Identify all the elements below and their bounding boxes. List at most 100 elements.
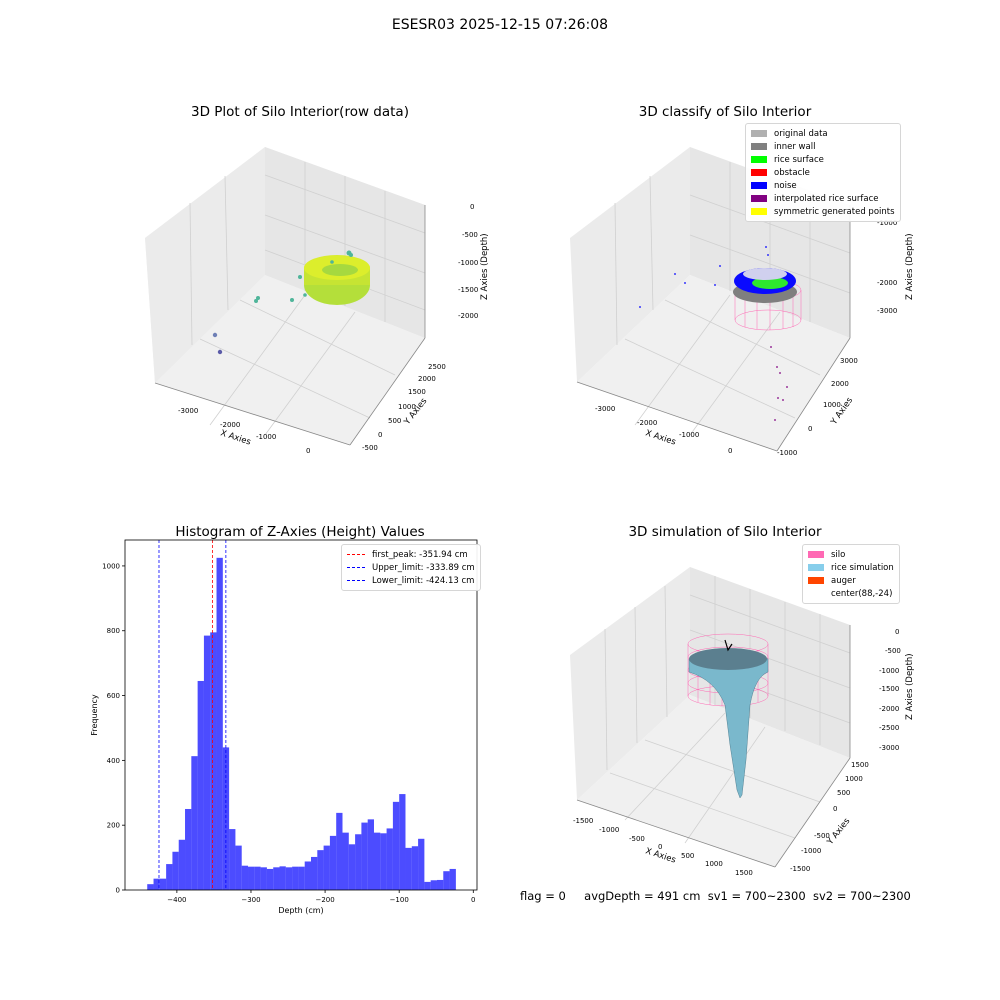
histogram-bar (355, 834, 362, 890)
raw-floor (155, 275, 425, 445)
histogram-bar (367, 819, 374, 890)
legend-line (347, 554, 365, 555)
simulation-x-tick-label: -500 (629, 835, 645, 843)
histogram-bar (254, 866, 261, 890)
histogram-bar (449, 868, 456, 890)
histogram-bar (273, 867, 280, 890)
legend-swatch (751, 182, 767, 189)
classify-z-tick-label: -1000 (877, 219, 897, 227)
histogram-bar (166, 864, 173, 890)
simulation-x-tick-label: 1000 (705, 860, 723, 868)
histogram-bar (411, 846, 419, 890)
legend-swatch (751, 156, 767, 163)
histogram-bar (292, 866, 299, 890)
histogram-bar (361, 822, 368, 890)
classify-y-tick-label: 2000 (831, 380, 849, 388)
raw-y-axis-label: Y Axies (402, 396, 430, 428)
histogram-bar (159, 878, 167, 890)
classify-z-tick-label: -2000 (877, 279, 897, 287)
simulation-y-tick-label: -1500 (790, 865, 810, 873)
legend-label: inner wall (774, 141, 816, 152)
histogram-bar (386, 828, 393, 890)
raw-y-tick-label: 0 (378, 431, 382, 439)
histogram-bar (336, 812, 343, 890)
legend-swatch (751, 130, 767, 137)
legend-item: first_peak: -351.94 cm (347, 548, 475, 561)
simulation-wall-left (570, 567, 690, 800)
raw-x-tick-label: -3000 (178, 407, 198, 415)
legend-label: center(88,-24) (831, 588, 893, 599)
raw-x-tick-label: 0 (306, 447, 310, 455)
legend-swatch (751, 208, 767, 215)
raw-z-tick-label: -2000 (458, 312, 478, 320)
simulation-z-tick-label: -1000 (879, 667, 899, 675)
legend-swatch (808, 564, 824, 571)
histogram-bar (405, 847, 412, 890)
histogram-bar (147, 884, 154, 890)
legend-label: rice surface (774, 154, 824, 165)
legend-swatch (808, 551, 824, 558)
classify-y-tick-label: -1000 (777, 449, 797, 457)
classify-floor (577, 275, 850, 451)
legend-label: noise (774, 180, 797, 191)
histogram-bar (443, 871, 450, 890)
legend-label: Upper_limit: -333.89 cm (372, 562, 475, 573)
status-avg-depth: avgDepth = 491 cm (584, 889, 701, 903)
classify-rice-surface (752, 277, 788, 289)
legend-item: rice surface (751, 153, 895, 166)
histogram-bar (380, 833, 387, 890)
simulation-z-tick-label: -3000 (879, 744, 899, 752)
classify-wall-left (570, 147, 690, 382)
classify-y-tick-label: 1000 (823, 401, 841, 409)
raw-y-tick-label: 1500 (408, 388, 426, 396)
legend-item: Lower_limit: -424.13 cm (347, 574, 475, 587)
simulation-y-tick-label: -1000 (801, 847, 821, 855)
histogram-bar (424, 881, 431, 890)
histogram-bar (399, 794, 406, 890)
legend-item: rice simulation (808, 561, 894, 574)
raw-x-axis-label: X Axies (219, 428, 252, 447)
histogram-y-tick-label: 800 (107, 627, 120, 635)
classify-y-tick-label: 0 (808, 425, 812, 433)
classify-plot-title: 3D classify of Silo Interior (638, 104, 812, 120)
legend-label: auger (831, 575, 856, 586)
histogram-bar (317, 850, 324, 890)
raw-z-tick-label: -1500 (458, 286, 478, 294)
simulation-y-axis-line (774, 757, 851, 868)
legend-line (347, 567, 365, 568)
simulation-y-tick-label: 0 (833, 805, 837, 813)
simulation-plot-title: 3D simulation of Silo Interior (628, 524, 822, 540)
classify-z-tick-label: -3000 (877, 307, 897, 315)
simulation-x-tick-label: 0 (658, 843, 662, 851)
raw-outlier-point (212, 332, 218, 338)
legend-line (347, 580, 365, 581)
legend-swatch (751, 195, 767, 202)
raw-y-tick-label: 2500 (428, 363, 446, 371)
raw-x-tick-label: -2000 (220, 421, 240, 429)
simulation-3d-plot: -1500 -1000 -500 0 500 1000 1500 -1500 -… (570, 567, 915, 877)
histogram-bar (279, 866, 286, 890)
simulation-z-tick-label: -2500 (879, 724, 899, 732)
histogram-y-axis-label: Frequency (90, 694, 99, 736)
histogram-plot: −400 −300 −200 −100 0 0 200 400 600 800 1000 Depth … (90, 539, 478, 915)
simulation-y-tick-label: 1500 (851, 761, 869, 769)
legend-label: rice simulation (831, 562, 894, 573)
simulation-x-axis-line (576, 799, 776, 868)
classify-x-axis-line (576, 381, 778, 452)
raw-z-tick-label: 0 (470, 203, 474, 211)
legend-label: obstacle (774, 167, 810, 178)
classify-x-tick-label: -3000 (595, 405, 615, 413)
histogram-x-tick-label: 0 (471, 896, 475, 904)
histogram-x-axis-label: Depth (cm) (278, 906, 323, 915)
simulation-z-tick-label: 0 (895, 628, 899, 636)
legend-item: center(88,-24) (808, 587, 894, 600)
simulation-x-tick-label: 500 (681, 852, 694, 860)
legend-item: interpolated rice surface (751, 192, 895, 205)
classify-original-top (743, 268, 787, 280)
raw-y-axis-line (349, 337, 426, 446)
histogram-legend: first_peak: -351.94 cm Upper_limit: -333… (341, 544, 481, 591)
histogram-x-tick-label: −400 (167, 896, 186, 904)
status-sv2: sv2 = 700~2300 (812, 889, 911, 903)
legend-item: original data (751, 127, 895, 140)
histogram-bar (285, 867, 293, 890)
